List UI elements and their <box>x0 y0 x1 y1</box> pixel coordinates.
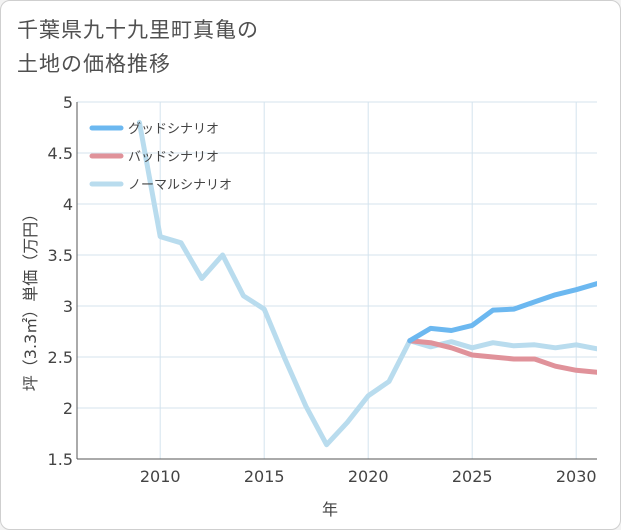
series-line-normal <box>136 119 597 448</box>
y-tick-label: 2 <box>63 399 73 418</box>
y-tick-label: 1.5 <box>48 450 73 469</box>
x-tick-label: 2015 <box>244 467 285 486</box>
chart-title: 千葉県九十九里町真亀の 土地の価格推移 <box>17 13 259 81</box>
plot-area <box>77 102 597 459</box>
legend-label: ノーマルシナリオ <box>128 178 232 193</box>
y-tick-label: 3 <box>63 297 73 316</box>
x-tick-label: 2025 <box>452 467 493 486</box>
y-tick-label: 2.5 <box>48 348 73 367</box>
y-tick-label: 5 <box>63 93 73 112</box>
y-tick-label: 3.5 <box>48 246 73 265</box>
series-line-bad <box>407 338 597 375</box>
y-axis-label: 坪（3.3㎡）単価（万円） <box>21 206 40 391</box>
legend-label: グッドシナリオ <box>128 122 219 137</box>
series-line-good <box>407 281 597 344</box>
x-tick-label: 2010 <box>140 467 181 486</box>
legend-label: バッドシナリオ <box>128 150 219 165</box>
x-axis-label: 年 <box>322 500 338 519</box>
chart-title-line-1: 千葉県九十九里町真亀の <box>17 18 259 42</box>
chart-title-line-2: 土地の価格推移 <box>17 52 171 76</box>
x-tick-label: 2020 <box>348 467 389 486</box>
x-tick-label: 2030 <box>556 467 597 486</box>
y-tick-label: 4 <box>63 195 73 214</box>
y-tick-label: 4.5 <box>48 144 73 163</box>
